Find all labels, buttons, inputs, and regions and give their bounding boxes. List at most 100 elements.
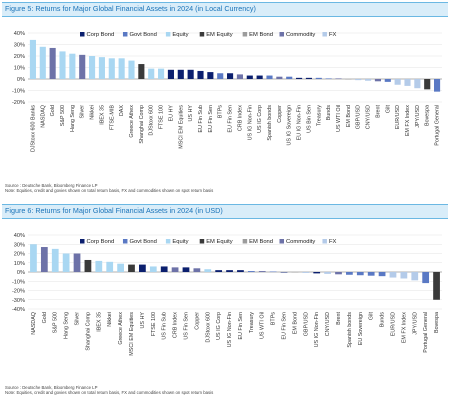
legend-swatch [80, 32, 85, 37]
legend-swatch [165, 32, 171, 37]
x-tick-label: US IG Sovereign [287, 105, 293, 145]
y-tick-label: -40% [12, 307, 25, 313]
bar [325, 78, 332, 79]
y-tick-label: -10% [12, 89, 25, 95]
x-tick-label: Brent [336, 312, 342, 325]
bar [117, 263, 124, 272]
bar [158, 68, 165, 79]
bar [197, 70, 204, 79]
x-tick-label: CRB Index [173, 312, 179, 338]
x-tick-label: EU IG Non-Fin [297, 105, 303, 140]
y-tick-label: -30% [12, 298, 25, 304]
x-tick-label: Gilt [369, 312, 375, 321]
bar [95, 260, 103, 272]
bar [269, 271, 277, 273]
bar [433, 272, 440, 300]
bar [315, 77, 322, 79]
x-tick-label: Treasury [249, 312, 255, 333]
bar [207, 72, 214, 79]
bar [296, 77, 303, 79]
x-tick-label: Spanish bonds [267, 105, 273, 141]
legend-entry: FX [329, 239, 337, 245]
bar [374, 79, 381, 82]
bar [355, 79, 362, 81]
x-tick-label: EU Fin Sub [198, 105, 204, 133]
x-tick-label: US IG Corp [257, 105, 263, 133]
x-tick-label: Greece Athex [129, 105, 135, 138]
bar-chart-usd: -40% -30% -20% -10% 0% 10% 20% 30% 40% Corp Bond G… [12, 233, 442, 356]
x-tick-label: Portugal General [435, 105, 441, 146]
x-tick-label: DJStoxx 600 [149, 105, 155, 136]
legend-entry: EM Equity [206, 32, 233, 38]
bar [79, 54, 86, 79]
x-tick-label: Gold [50, 105, 56, 116]
bar [291, 272, 299, 273]
legend-entry: EM Bond [249, 239, 273, 245]
x-tick-label: US HY [140, 312, 146, 329]
y-tick-label: 10% [14, 261, 25, 267]
bar [148, 68, 155, 79]
bar [404, 79, 411, 86]
legend-swatch [242, 32, 248, 37]
x-tick-label: Greece Athex [118, 312, 124, 345]
legend-swatch [242, 239, 248, 244]
bar [378, 272, 386, 277]
bar [258, 271, 266, 272]
x-tick-label: Nikkei [90, 105, 96, 120]
bar [424, 79, 431, 90]
bar [160, 266, 168, 272]
x-tick-label: CNY/USD [325, 312, 331, 336]
legend-swatch [165, 239, 171, 244]
x-tick-label: BTPs [218, 105, 224, 118]
method-note: Note: Equities, credit and govies shown … [5, 390, 214, 396]
bar [106, 261, 114, 272]
bar [266, 75, 273, 79]
bar [84, 259, 92, 272]
bar [118, 58, 125, 79]
x-tick-label: S&P 500 [60, 105, 66, 126]
x-tick-label: EUR/USD [395, 105, 401, 129]
x-tick-label: Silver [75, 312, 81, 326]
x-tick-label: GBP/USD [303, 312, 309, 336]
bar [139, 264, 146, 272]
x-tick-label: Brent [375, 105, 381, 118]
bar [226, 270, 233, 272]
bar [73, 253, 81, 272]
chart-title-bar: Figure 6: Returns for Major Global Finan… [2, 204, 448, 219]
bar [305, 77, 312, 79]
chart-footnote: Source : Deutsche Bank, Bloomberg Financ… [5, 385, 213, 395]
bar [280, 272, 288, 273]
chart-panel-1: Figure 5: Returns for Major Global Finan… [2, 2, 448, 198]
legend-entry: Govt Bond [129, 239, 156, 245]
chart-footnote: Source : Deutsche Bank, Bloomberg Financ… [5, 183, 213, 193]
y-tick-label: 10% [14, 66, 25, 72]
legend-entry: Corp Bond [87, 32, 115, 38]
bar [177, 69, 184, 79]
x-tick-label: Bovespa [425, 105, 431, 126]
bar [89, 56, 96, 79]
x-tick-label: EM FX Index [405, 105, 411, 136]
bar [335, 78, 342, 79]
x-tick-label: CNY/USD [366, 105, 372, 129]
x-tick-label: Shanghai Comp [139, 105, 145, 144]
legend-entry: Equity [172, 239, 188, 245]
x-tick-label: NASDAQ [31, 312, 37, 335]
x-tick-label: Shanghai Comp [85, 312, 91, 351]
x-tick-label: Bovespa [434, 312, 440, 333]
bar [149, 266, 157, 272]
bar [414, 79, 421, 89]
x-tick-label: EU Fin Sen [238, 312, 244, 340]
x-tick-label: FTSE 100 [151, 312, 157, 336]
x-tick-label: Copper [194, 312, 200, 330]
x-tick-label: EU HY [168, 105, 174, 122]
bar [40, 247, 48, 272]
bar [29, 39, 36, 79]
y-tick-label: -20% [12, 289, 25, 295]
x-tick-label: Hang Seng [64, 312, 70, 339]
bar [394, 79, 401, 85]
x-tick-label: Copper [277, 105, 283, 123]
legend-swatch [199, 239, 205, 244]
x-tick-label: Gold [42, 312, 48, 323]
legend-swatch [122, 32, 128, 37]
legend-swatch [199, 32, 205, 37]
